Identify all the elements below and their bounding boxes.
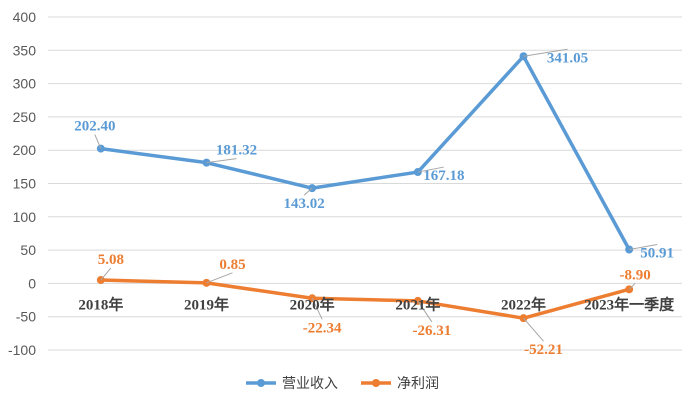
data-label: 0.85 xyxy=(219,257,245,273)
data-label: -52.21 xyxy=(524,342,563,358)
data-label: 341.05 xyxy=(547,50,588,66)
y-tick-label: -50 xyxy=(16,309,36,325)
data-label: -22.34 xyxy=(303,320,342,336)
label-leader xyxy=(523,48,568,57)
y-tick-label: 350 xyxy=(13,42,37,58)
y-tick-label: 100 xyxy=(13,209,37,225)
x-tick-label: 2020年 xyxy=(290,295,335,313)
x-axis: 2018年 2019年 2020年 2021年 2022年 2023年一季度 xyxy=(78,295,675,313)
x-tick-label: 2018年 xyxy=(78,295,123,313)
y-tick-label: 150 xyxy=(13,176,37,192)
label-leader xyxy=(417,166,444,173)
y-tick-label: 400 xyxy=(13,9,37,25)
label-leader xyxy=(629,244,658,250)
label-leader xyxy=(100,267,112,281)
label-leader xyxy=(311,298,323,320)
x-tick-label: 2021年 xyxy=(395,295,440,313)
legend-label: 营业收入 xyxy=(282,376,338,392)
data-label: 50.91 xyxy=(640,245,674,261)
y-tick-label: 250 xyxy=(13,109,37,125)
legend-label: 净利润 xyxy=(397,376,439,392)
data-label: 167.18 xyxy=(423,168,464,184)
y-axis: -100 -50 0 50 100 150 200 250 300 350 400 xyxy=(8,9,36,358)
label-leader xyxy=(94,134,102,149)
x-tick-label: 2022年 xyxy=(501,295,546,313)
y-tick-label: 0 xyxy=(28,275,36,291)
series-layer: 202.40 181.32 143.02 167.18 341.05 50.91 5.08 0… xyxy=(74,48,674,358)
label-leader xyxy=(628,282,636,290)
data-label: -26.31 xyxy=(412,323,451,339)
label-leader xyxy=(206,272,233,284)
legend-item: 营业收入 xyxy=(246,376,338,392)
series-line xyxy=(99,278,631,320)
data-label: 202.40 xyxy=(74,119,115,135)
data-label: -8.90 xyxy=(620,267,651,283)
legend-item: 净利润 xyxy=(361,376,439,392)
y-tick-label: -100 xyxy=(8,342,36,358)
legend: 营业收入 净利润 xyxy=(246,376,439,392)
legend-marker xyxy=(372,379,380,387)
series-2: 5.08 0.85 -22.34 -26.31 -52.21 -8.90 xyxy=(96,252,651,358)
gridlines xyxy=(48,16,682,351)
y-tick-label: 200 xyxy=(13,142,37,158)
label-leader xyxy=(523,317,544,342)
data-label: 181.32 xyxy=(216,143,257,159)
y-tick-label: 300 xyxy=(13,76,37,92)
series-1: 202.40 181.32 143.02 167.18 341.05 50.91 xyxy=(74,48,674,261)
series-line xyxy=(99,54,631,252)
legend-marker xyxy=(257,379,265,387)
label-leader xyxy=(417,300,433,323)
x-tick-label: 2023年一季度 xyxy=(584,295,675,313)
label-leader xyxy=(303,187,313,196)
data-label: 143.02 xyxy=(284,196,325,212)
label-leader xyxy=(206,158,237,164)
data-label: 5.08 xyxy=(98,252,124,268)
y-tick-label: 50 xyxy=(20,242,36,258)
x-tick-label: 2019年 xyxy=(184,295,229,313)
